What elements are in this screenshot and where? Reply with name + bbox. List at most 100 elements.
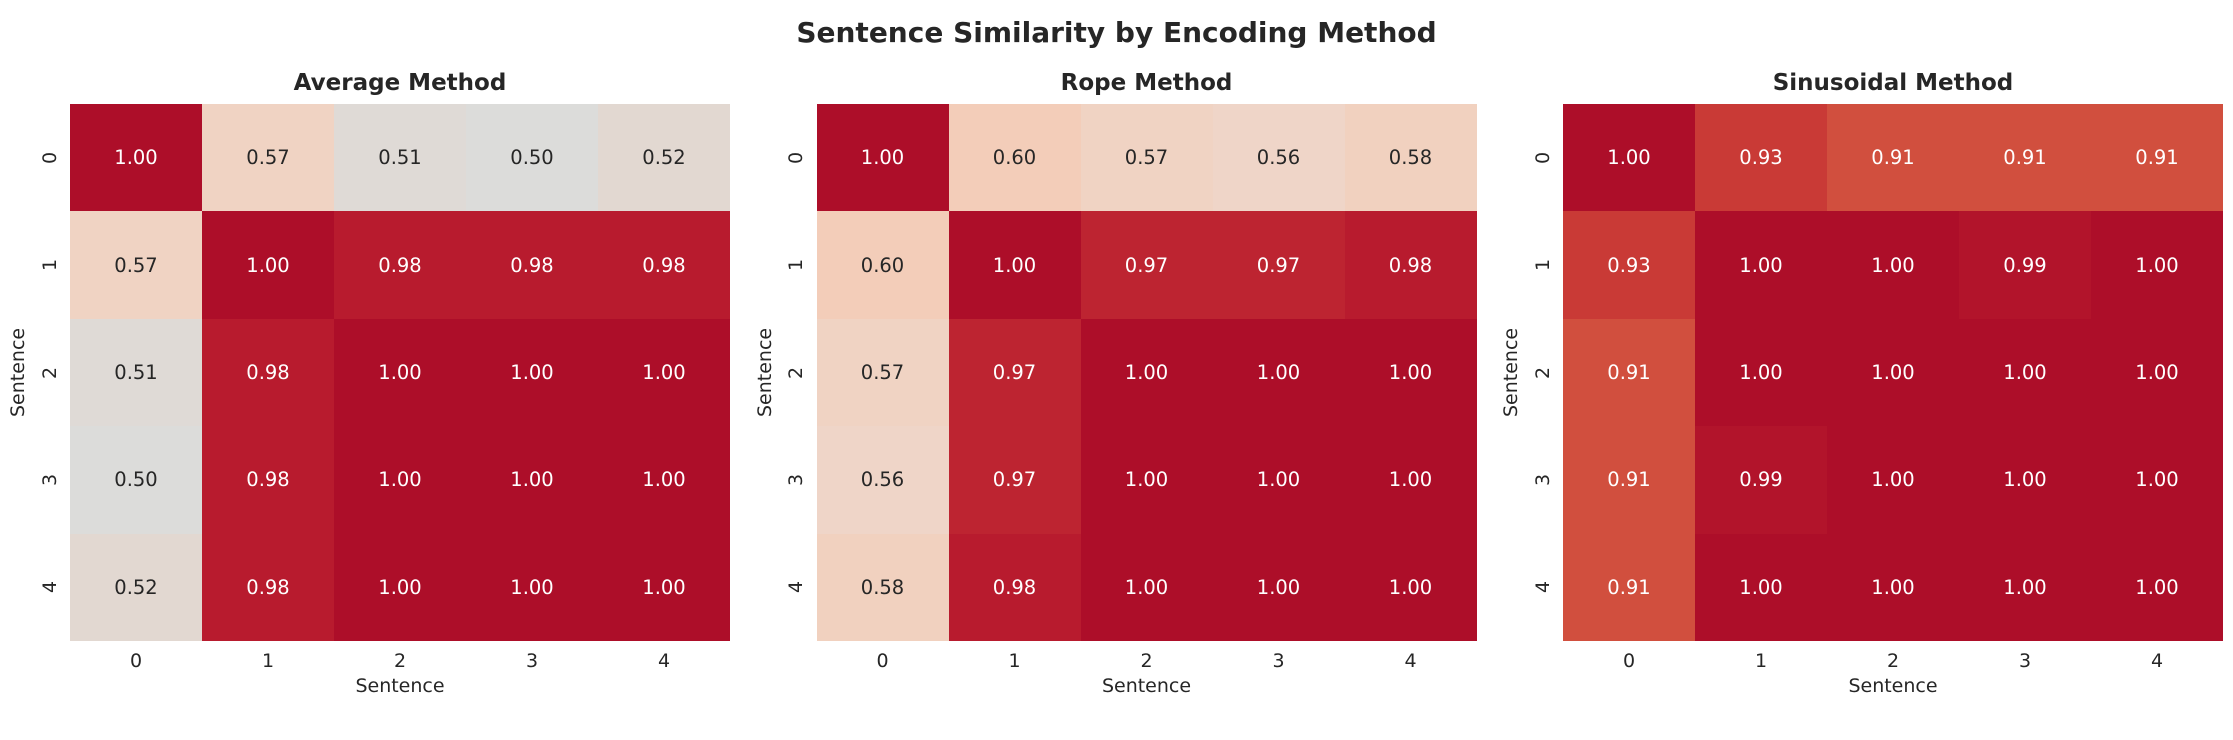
y-tick-label: 4: [1532, 581, 1554, 594]
heatmap-cell: 1.00: [334, 318, 466, 427]
heatmap-cell: 1.00: [1959, 533, 2091, 641]
x-axis-label: Sentence: [1848, 675, 1938, 697]
heatmap-cell: 0.97: [948, 318, 1081, 427]
y-tick-label: 4: [785, 581, 808, 594]
y-axis-ticks: 0 1 2 3 4: [30, 104, 70, 641]
heatmap-cell: 1.00: [466, 533, 598, 641]
heatmap-cell: 1.00: [1080, 533, 1213, 641]
x-tick-label: 0: [129, 650, 143, 672]
x-axis-ticks: 0 1 2 3 4: [1563, 641, 2223, 675]
y-tick-label: 3: [1532, 473, 1554, 486]
x-tick-label: 0: [1622, 650, 1636, 672]
heatmap-cell: 0.50: [466, 104, 598, 212]
y-tick-label: 1: [39, 259, 61, 272]
heatmap-rope-method: Rope Method Sentence 0 1 2 3 4 1.00 0.60 0.57 0…: [753, 58, 1477, 708]
heatmap-cell: 1.00: [2091, 533, 2223, 641]
heatmap-cell: 1.00: [948, 211, 1081, 319]
heatmap-cell: 0.56: [816, 426, 949, 534]
x-tick-label: 2: [1140, 650, 1153, 672]
heatmap-cell: 1.00: [598, 533, 730, 641]
heatmap-cell: 1.00: [2091, 318, 2223, 427]
x-tick-label: 3: [2018, 650, 2032, 672]
heatmap-cell: 1.00: [70, 104, 202, 212]
heatmap-grid: 1.00 0.60 0.57 0.56 0.58 0.60 1.00 0.97 0.97 0.98…: [816, 104, 1477, 641]
x-tick-label: 0: [876, 650, 889, 672]
heatmap-cell: 1.00: [816, 104, 949, 212]
heatmap-cell: 0.58: [816, 533, 949, 641]
heatmap-cell: 1.00: [598, 426, 730, 534]
heatmap-cell: 1.00: [1563, 104, 1695, 212]
heatmap-cell: 1.00: [1212, 426, 1345, 534]
heatmap-cell: 0.91: [1563, 318, 1695, 427]
y-tick-label: 2: [39, 366, 61, 379]
heatmap-cell: 0.57: [816, 318, 949, 427]
x-tick-label: 2: [1886, 650, 1900, 672]
heatmap-cell: 1.00: [466, 318, 598, 427]
heatmap-cell: 0.98: [598, 211, 730, 319]
y-axis-ticks: 0 1 2 3 4: [777, 104, 817, 641]
heatmap-cell: 0.99: [1695, 426, 1827, 534]
heatmap-cell: 1.00: [1695, 211, 1827, 319]
heatmap-cell: 1.00: [1695, 533, 1827, 641]
y-tick-label: 4: [39, 581, 61, 594]
heatmap-cell: 1.00: [1959, 426, 2091, 534]
heatmap-cell: 1.00: [334, 533, 466, 641]
heatmap-cell: 0.93: [1695, 104, 1827, 212]
x-tick-label: 1: [261, 650, 275, 672]
heatmap-cell: 1.00: [1827, 426, 1959, 534]
heatmap-cell: 0.98: [202, 318, 334, 427]
heatmap-cell: 0.98: [202, 426, 334, 534]
heatmap-cell: 0.98: [334, 211, 466, 319]
heatmap-cell: 0.56: [1212, 104, 1345, 212]
heatmap-cell: 0.98: [1344, 211, 1477, 319]
heatmap-cell: 1.00: [2091, 426, 2223, 534]
heatmap-cell: 0.91: [1827, 104, 1959, 212]
heatmap-cell: 1.00: [1212, 318, 1345, 427]
heatmap-cell: 0.98: [202, 533, 334, 641]
x-axis-label: Sentence: [1101, 675, 1192, 697]
heatmap-cell: 0.97: [1212, 211, 1345, 319]
y-tick-label: 3: [39, 473, 61, 486]
heatmap-cell: 0.97: [948, 426, 1081, 534]
y-axis-label: Sentence: [753, 327, 776, 418]
heatmap-cell: 0.93: [1563, 211, 1695, 319]
x-tick-label: 2: [393, 650, 407, 672]
heatmap-cell: 0.98: [948, 533, 1081, 641]
x-tick-label: 1: [1008, 650, 1021, 672]
x-tick-label: 4: [2150, 650, 2164, 672]
y-tick-label: 1: [1532, 259, 1554, 272]
heatmap-cell: 1.00: [1344, 318, 1477, 427]
heatmap-cell: 0.57: [202, 104, 334, 212]
heatmap-cell: 1.00: [1344, 426, 1477, 534]
heatmap-cell: 1.00: [334, 426, 466, 534]
x-tick-label: 3: [1272, 650, 1285, 672]
heatmap-cell: 0.98: [466, 211, 598, 319]
heatmap-cell: 1.00: [466, 426, 598, 534]
y-tick-label: 3: [785, 473, 808, 486]
heatmap-grid: 1.00 0.57 0.51 0.50 0.52 0.57 1.00 0.98 0.98 0.98…: [70, 104, 730, 641]
y-tick-label: 1: [785, 259, 808, 272]
x-tick-label: 1: [1754, 650, 1768, 672]
heatmap-cell: 0.99: [1959, 211, 2091, 319]
heatmap-cell: 0.91: [1563, 426, 1695, 534]
heatmap-cell: 0.91: [2091, 104, 2223, 212]
heatmap-cell: 1.00: [1827, 211, 1959, 319]
y-tick-label: 2: [1532, 366, 1554, 379]
heatmap-cell: 1.00: [598, 318, 730, 427]
heatmap-cell: 1.00: [1827, 318, 1959, 427]
heatmap-cell: 0.91: [1959, 104, 2091, 212]
heatmap-cell: 0.97: [1080, 211, 1213, 319]
y-axis-label: Sentence: [1500, 327, 1522, 418]
y-axis-label: Sentence: [7, 327, 29, 418]
y-axis-ticks: 0 1 2 3 4: [1523, 104, 1563, 641]
heatmap-cell: 0.52: [70, 533, 202, 641]
y-tick-label: 2: [785, 366, 808, 379]
heatmap-cell: 0.51: [334, 104, 466, 212]
heatmap-cell: 1.00: [1695, 318, 1827, 427]
heatmap-cell: 0.50: [70, 426, 202, 534]
heatmap-cell: 0.57: [1080, 104, 1213, 212]
y-tick-label: 0: [785, 151, 808, 164]
subplot-title: Rope Method: [1060, 70, 1233, 96]
